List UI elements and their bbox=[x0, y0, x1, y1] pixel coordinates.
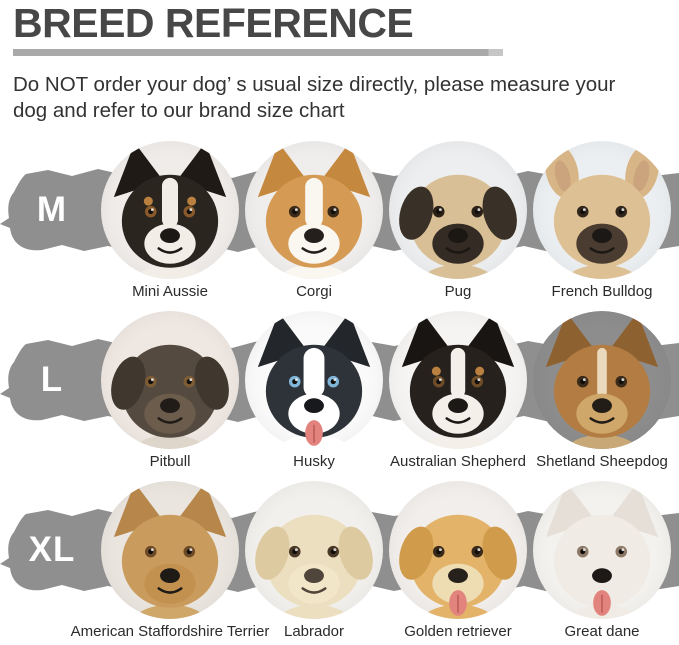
dog-photo-shetland-sheepdog bbox=[533, 311, 671, 449]
dog-photo-australian-shepherd bbox=[389, 311, 527, 449]
dog-face-icon bbox=[545, 312, 659, 449]
dog-face-icon bbox=[257, 142, 371, 279]
breed-item-mini-aussie: Mini Aussie bbox=[101, 141, 239, 311]
breed-name-label: Pug bbox=[444, 283, 472, 300]
breed-name-label: Golden retriever bbox=[404, 623, 512, 640]
subtitle-line-2: dog and refer to our brand size chart bbox=[13, 99, 345, 123]
dog-photo-husky bbox=[245, 311, 383, 449]
breed-item-american-staffordshire-terrier: American Staffordshire Terrier bbox=[71, 481, 269, 645]
dog-face-icon bbox=[401, 312, 515, 449]
breed-item-great-dane: Great dane bbox=[533, 481, 671, 645]
size-label-xl: XL bbox=[28, 529, 76, 569]
breed-name-label: Pitbull bbox=[149, 453, 191, 470]
breed-name-label: Great dane bbox=[564, 623, 640, 640]
dog-photo-pug bbox=[389, 141, 527, 279]
breed-item-shetland-sheepdog: Shetland Sheepdog bbox=[533, 311, 671, 481]
dog-face-icon bbox=[113, 482, 227, 619]
dog-photo-american-staffordshire-terrier bbox=[101, 481, 239, 619]
page-title: BREED REFERENCE bbox=[13, 0, 414, 46]
size-row-xl: XL American Staffordshire Terrier Labrador… bbox=[0, 481, 679, 645]
dog-photo-pitbull bbox=[101, 311, 239, 449]
size-label-m: M bbox=[36, 189, 68, 229]
dog-photo-french-bulldog bbox=[533, 141, 671, 279]
breed-name-label: Mini Aussie bbox=[132, 283, 208, 300]
dog-face-icon bbox=[257, 312, 371, 449]
breed-name-label: French Bulldog bbox=[551, 283, 653, 300]
dog-photo-mini-aussie bbox=[101, 141, 239, 279]
dog-face-icon bbox=[111, 344, 229, 449]
dog-face-icon bbox=[399, 174, 517, 279]
dog-photo-great-dane bbox=[533, 481, 671, 619]
breed-item-husky: Husky bbox=[245, 311, 383, 481]
dog-photo-golden-retriever bbox=[389, 481, 527, 619]
title-underline bbox=[13, 49, 503, 57]
breed-name-label: Australian Shepherd bbox=[390, 453, 526, 470]
header: BREED REFERENCE Do NOT order your dog’ s… bbox=[0, 0, 679, 124]
breed-item-pitbull: Pitbull bbox=[101, 311, 239, 481]
size-row-m: M Mini Aussie Corgi Pug French Bulldog bbox=[0, 141, 679, 311]
dog-face-icon bbox=[255, 514, 373, 619]
breed-item-pug: Pug bbox=[389, 141, 527, 311]
breed-item-french-bulldog: French Bulldog bbox=[533, 141, 671, 311]
breed-item-golden-retriever: Golden retriever bbox=[389, 481, 527, 645]
breed-item-corgi: Corgi bbox=[245, 141, 383, 311]
size-row-l: L Pitbull Husky Australian Shepherd Shetland… bbox=[0, 311, 679, 481]
breed-name-label: Husky bbox=[293, 453, 335, 470]
subtitle-line-1: Do NOT order your dog’ s usual size dire… bbox=[13, 73, 616, 97]
breed-item-australian-shepherd: Australian Shepherd bbox=[389, 311, 527, 481]
dog-photo-corgi bbox=[245, 141, 383, 279]
breed-name-label: Corgi bbox=[296, 283, 332, 300]
breed-item-labrador: Labrador bbox=[245, 481, 383, 645]
size-label-l: L bbox=[40, 359, 64, 399]
dog-face-icon bbox=[399, 514, 517, 619]
breed-name-label: Shetland Sheepdog bbox=[536, 453, 668, 470]
breed-name-label: Labrador bbox=[283, 623, 345, 640]
dog-face-icon bbox=[544, 144, 660, 279]
dog-photo-labrador bbox=[245, 481, 383, 619]
subtitle: Do NOT order your dog’ s usual size dire… bbox=[13, 72, 666, 124]
breed-name-label: American Staffordshire Terrier bbox=[70, 623, 270, 640]
dog-face-icon bbox=[113, 142, 227, 279]
dog-face-icon bbox=[545, 482, 659, 619]
